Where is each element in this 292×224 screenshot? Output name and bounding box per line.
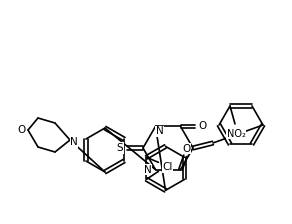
Text: S: S <box>117 143 123 153</box>
Text: NO₂: NO₂ <box>227 129 246 139</box>
Text: O: O <box>17 125 25 135</box>
Text: N: N <box>70 137 78 147</box>
Text: Cl: Cl <box>162 162 173 172</box>
Text: Cl: Cl <box>162 162 173 172</box>
Text: O: O <box>198 121 207 131</box>
Text: N: N <box>156 126 164 136</box>
Text: N: N <box>144 165 151 175</box>
Text: O: O <box>182 144 191 154</box>
